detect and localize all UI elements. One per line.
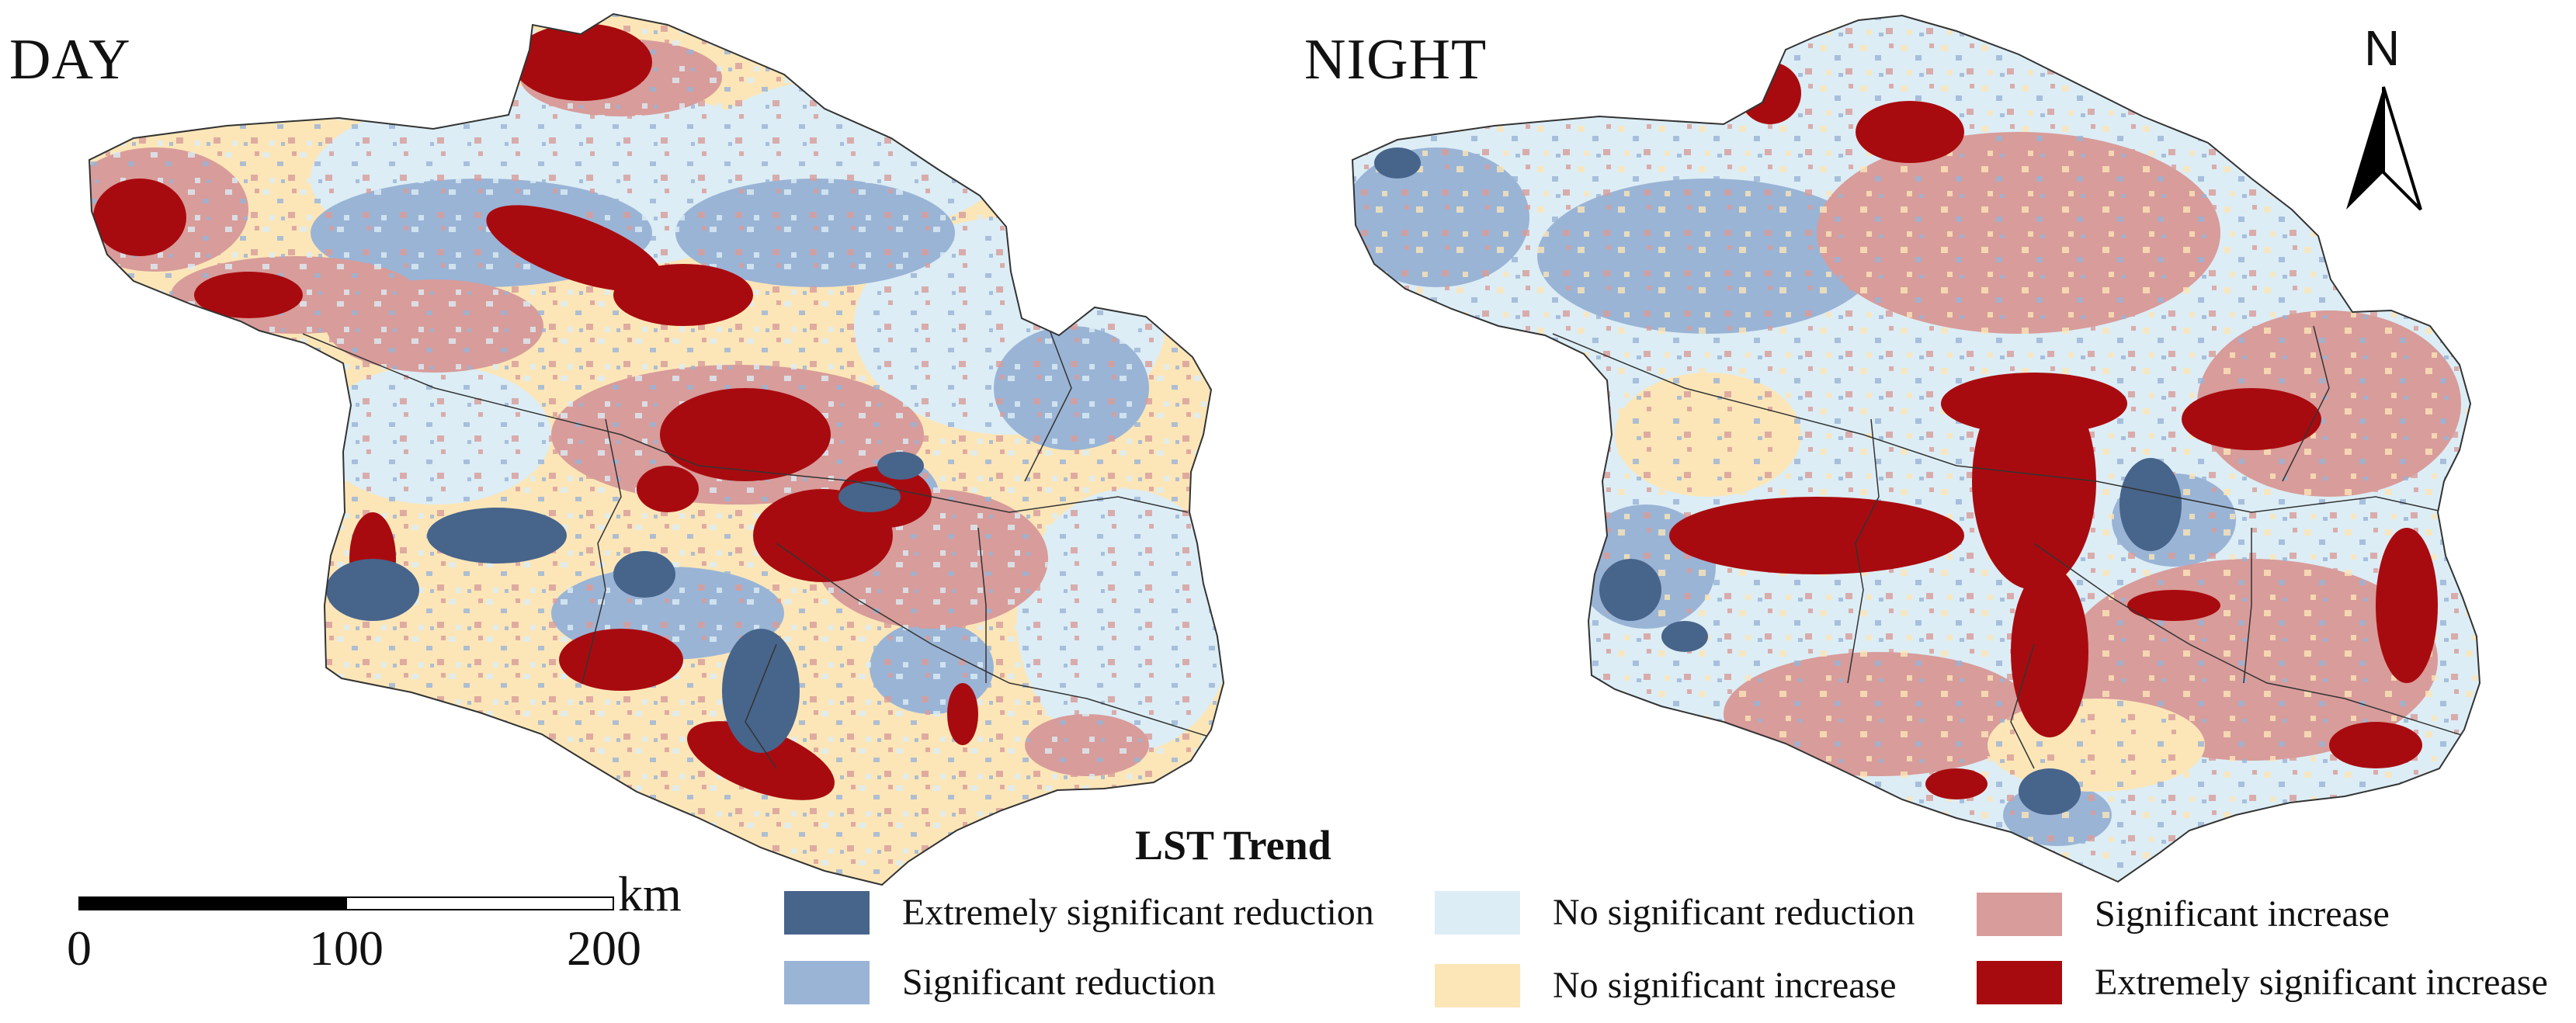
- day-map: [88, 12, 1225, 886]
- legend-label: Extremely significant reduction: [902, 892, 1374, 933]
- legend-item-significant-increase: Significant increase: [1977, 893, 2390, 936]
- legend-swatch: [1977, 961, 2062, 1004]
- night-extreme-increase: [1669, 62, 2438, 799]
- day-extreme-reduction: [326, 452, 924, 753]
- day-outline: [88, 12, 1225, 886]
- scale-label-end: 200: [567, 921, 641, 976]
- night-region-boundaries: [1552, 325, 2470, 769]
- legend-item-no-sig-increase: No significant increase: [1435, 964, 1897, 1007]
- north-arrow-icon: [2346, 86, 2422, 211]
- legend-item-extreme-increase: Extremely significant increase: [1977, 961, 2548, 1004]
- legend-label: Significant reduction: [902, 962, 1216, 1003]
- day-panel-title: DAY: [9, 28, 131, 92]
- legend-swatch: [1435, 964, 1520, 1007]
- scale-unit: km: [618, 866, 682, 921]
- day-region-boundaries: [302, 325, 1212, 769]
- legend-swatch: [784, 891, 870, 935]
- legend-swatch: [1977, 893, 2062, 936]
- north-label: N: [2364, 20, 2401, 76]
- legend-item-extreme-reduction: Extremely significant reduction: [784, 891, 1374, 935]
- night-map: [1351, 14, 2481, 883]
- legend-label: No significant reduction: [1553, 892, 1915, 933]
- day-extreme-increase: [93, 23, 978, 800]
- legend-label: Significant increase: [2095, 893, 2390, 935]
- legend-item-significant-reduction: Significant reduction: [784, 961, 1216, 1004]
- legend-label: Extremely significant increase: [2095, 962, 2548, 1003]
- legend-title: LST Trend: [1135, 822, 1331, 869]
- night-extreme-reduction: [1374, 147, 2182, 815]
- legend-label: No significant increase: [1553, 965, 1897, 1006]
- scale-label-mid: 100: [309, 921, 384, 976]
- scale-label-zero: 0: [67, 921, 92, 976]
- scale-bar: [78, 896, 614, 910]
- night-outline: [1351, 14, 2481, 883]
- legend-swatch: [784, 961, 870, 1004]
- legend-item-no-sig-reduction: No significant reduction: [1435, 891, 1915, 935]
- night-panel-title: NIGHT: [1304, 28, 1488, 92]
- legend-swatch: [1435, 891, 1520, 935]
